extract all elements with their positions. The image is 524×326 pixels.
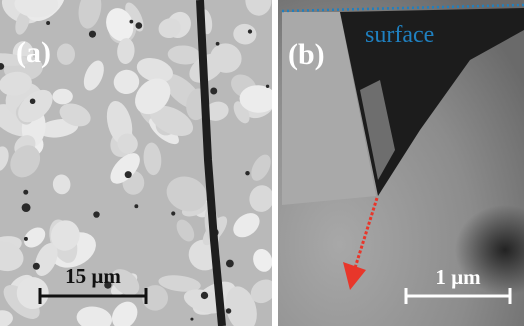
pore	[136, 22, 143, 29]
pore	[134, 204, 138, 208]
pore	[33, 263, 40, 270]
pore	[210, 87, 217, 94]
panel-label: (b)	[288, 38, 325, 71]
scale-bar-label: 1 µm	[435, 265, 481, 289]
pore	[190, 318, 193, 321]
scale-bar-label: 15 µm	[65, 264, 121, 288]
pore	[201, 292, 208, 299]
pore	[93, 211, 99, 217]
pore	[226, 308, 231, 313]
pore	[129, 20, 133, 24]
panel-label: (a)	[16, 36, 51, 69]
pore	[248, 29, 252, 33]
pore	[46, 21, 50, 25]
pore	[125, 171, 132, 178]
pore	[266, 85, 269, 88]
pore	[226, 260, 234, 268]
annotation: surface	[365, 22, 434, 48]
pore	[24, 237, 28, 241]
pore	[23, 190, 28, 195]
grain	[52, 89, 72, 105]
pore	[30, 98, 36, 104]
pore	[89, 31, 96, 38]
pore	[245, 171, 249, 175]
pore	[171, 211, 175, 215]
figure: (a) 15 µm surface (b) 1 µm	[0, 0, 524, 326]
pore	[216, 42, 220, 46]
pore	[22, 203, 31, 212]
page: (a) 15 µm surface (b) 1 µm (() => { cons…	[0, 0, 524, 326]
